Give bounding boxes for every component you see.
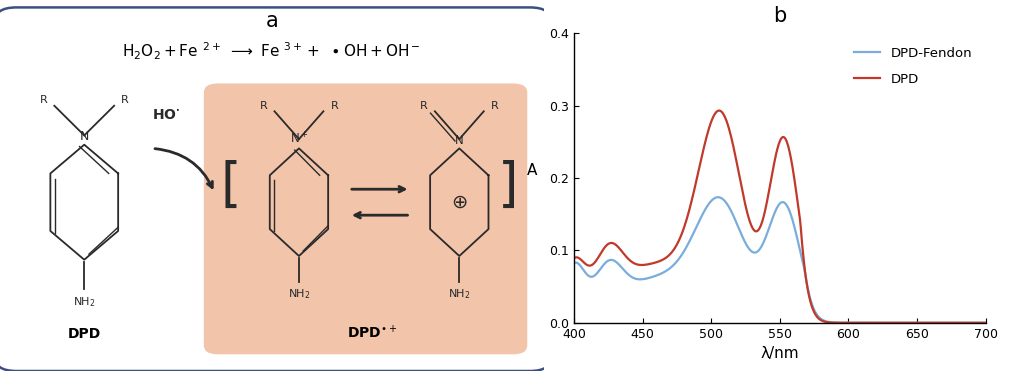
DPD-Fendon xyxy=(674,255,686,260)
Text: ]: ] xyxy=(498,160,518,211)
DPD xyxy=(811,315,823,319)
Line: DPD-Fendon: DPD-Fendon xyxy=(574,197,986,323)
Text: NH$_2$: NH$_2$ xyxy=(448,288,470,301)
Text: $\oplus$: $\oplus$ xyxy=(451,193,467,212)
DPD-Fendon xyxy=(811,313,823,317)
DPD xyxy=(979,321,992,325)
Text: $\mathbf{HO^{\bullet}}$: $\mathbf{HO^{\bullet}}$ xyxy=(151,108,180,122)
Text: DPD$^{\bullet+}$: DPD$^{\bullet+}$ xyxy=(347,324,397,341)
DPD xyxy=(674,236,686,241)
Text: R: R xyxy=(330,101,338,111)
DPD xyxy=(755,223,767,227)
DPD xyxy=(879,321,891,325)
DPD xyxy=(843,321,855,325)
Text: R: R xyxy=(491,101,499,111)
FancyBboxPatch shape xyxy=(0,7,552,371)
FancyBboxPatch shape xyxy=(204,83,527,354)
Text: N: N xyxy=(79,130,89,143)
DPD xyxy=(713,108,725,113)
DPD xyxy=(568,256,580,260)
Text: N$^+$: N$^+$ xyxy=(290,131,308,147)
Legend: DPD-Fendon, DPD: DPD-Fendon, DPD xyxy=(847,40,979,92)
Text: R: R xyxy=(420,101,428,111)
DPD-Fendon xyxy=(979,321,992,325)
Title: b: b xyxy=(773,6,786,26)
Text: NH$_2$: NH$_2$ xyxy=(73,295,96,309)
DPD-Fendon xyxy=(568,261,580,265)
Text: NH$_2$: NH$_2$ xyxy=(288,288,310,301)
Text: [: [ xyxy=(220,160,242,211)
Text: R: R xyxy=(260,101,267,111)
Line: DPD: DPD xyxy=(574,111,986,323)
Text: $\rm H_2O_2+Fe\ ^{2+}$$\ \longrightarrow\ $$\rm Fe\ ^{3+}+\ \bullet OH+OH^-$: $\rm H_2O_2+Fe\ ^{2+}$$\ \longrightarrow… xyxy=(122,41,422,62)
DPD-Fendon xyxy=(712,195,724,200)
DPD-Fendon xyxy=(641,276,653,281)
DPD-Fendon xyxy=(843,321,855,325)
DPD xyxy=(641,262,653,267)
DPD-Fendon xyxy=(879,321,891,325)
Y-axis label: A: A xyxy=(527,163,537,178)
X-axis label: λ/nm: λ/nm xyxy=(760,346,800,361)
DPD-Fendon xyxy=(755,245,767,250)
Text: a: a xyxy=(265,11,278,31)
Text: R: R xyxy=(121,95,129,105)
Text: N: N xyxy=(455,134,463,147)
Text: R: R xyxy=(40,95,48,105)
Text: DPD: DPD xyxy=(68,327,101,341)
